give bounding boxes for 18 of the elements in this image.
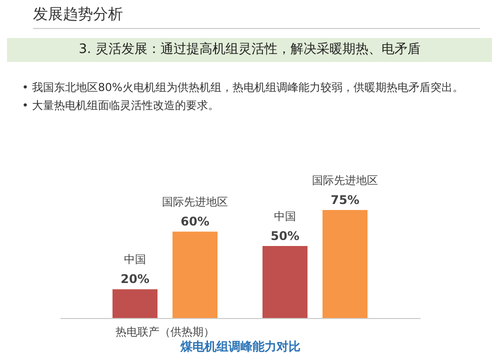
data-label: 75% — [330, 193, 360, 207]
x-axis-title: 煤电机组调峰能力对比 — [180, 340, 300, 354]
bar — [262, 246, 308, 318]
text: 国际先进地区 — [162, 196, 228, 209]
text: 国际先进地区 — [312, 174, 378, 187]
data-label: 60% — [180, 214, 210, 229]
text: • 我国东北地区80%火电机组为供热机组，热电机组调峰能力较弱，供暖期热电矛盾突出。 — [22, 80, 464, 95]
text: • 大量热电机组面临灵活性改造的要求。 — [22, 98, 220, 113]
text: 中国 — [124, 253, 146, 266]
bar — [322, 210, 368, 318]
x-tick-label: 热电联产（供热期） — [116, 326, 214, 338]
chart-title: 发展趋势分析 — [33, 5, 480, 29]
chart-subtitle: 3. 灵活发展：通过提高机组灵活性，解决采暖期热、电矛盾 — [7, 38, 492, 62]
bar — [112, 289, 158, 318]
data-label: 50% — [270, 229, 300, 243]
bar — [172, 232, 218, 318]
text: 中国 — [274, 210, 296, 223]
data-label: 20% — [120, 272, 150, 286]
